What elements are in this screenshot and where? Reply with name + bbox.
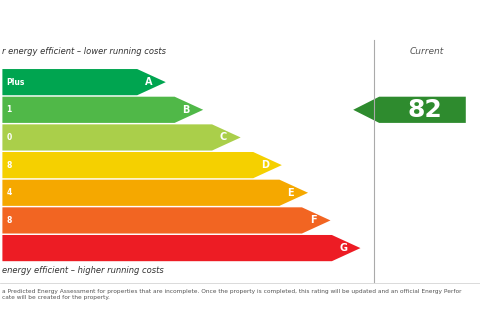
Text: 82: 82 bbox=[408, 98, 443, 122]
Text: a Predicted Energy Assessment for properties that are incomplete. Once the prope: a Predicted Energy Assessment for proper… bbox=[2, 289, 462, 300]
Text: 8: 8 bbox=[6, 161, 12, 170]
Polygon shape bbox=[2, 207, 331, 234]
Text: E: E bbox=[288, 188, 294, 198]
Text: 8: 8 bbox=[6, 216, 12, 225]
Polygon shape bbox=[2, 97, 203, 123]
Text: Plus: Plus bbox=[6, 78, 24, 87]
Text: 1: 1 bbox=[6, 105, 12, 114]
Text: G: G bbox=[339, 243, 348, 253]
Polygon shape bbox=[2, 180, 308, 206]
Text: C: C bbox=[220, 132, 227, 142]
Polygon shape bbox=[2, 235, 360, 261]
Text: r energy efficient – lower running costs: r energy efficient – lower running costs bbox=[2, 47, 167, 56]
Text: Predicted Energy Assessment:: Predicted Energy Assessment: bbox=[2, 13, 230, 27]
Polygon shape bbox=[2, 124, 240, 150]
Text: B: B bbox=[182, 105, 190, 115]
Text: F: F bbox=[310, 215, 317, 225]
Text: Block C: Block C bbox=[288, 5, 346, 19]
Polygon shape bbox=[353, 97, 466, 123]
Polygon shape bbox=[2, 152, 282, 178]
Text: energy efficient – higher running costs: energy efficient – higher running costs bbox=[2, 266, 164, 275]
Text: D: D bbox=[261, 160, 269, 170]
Text: 0: 0 bbox=[6, 133, 12, 142]
Polygon shape bbox=[2, 69, 166, 95]
Text: Current: Current bbox=[410, 47, 444, 56]
Text: Plots 189, 190, 191 & 195: Plots 189, 190, 191 & 195 bbox=[288, 27, 406, 36]
Text: 4: 4 bbox=[6, 188, 12, 197]
Text: A: A bbox=[145, 77, 152, 87]
